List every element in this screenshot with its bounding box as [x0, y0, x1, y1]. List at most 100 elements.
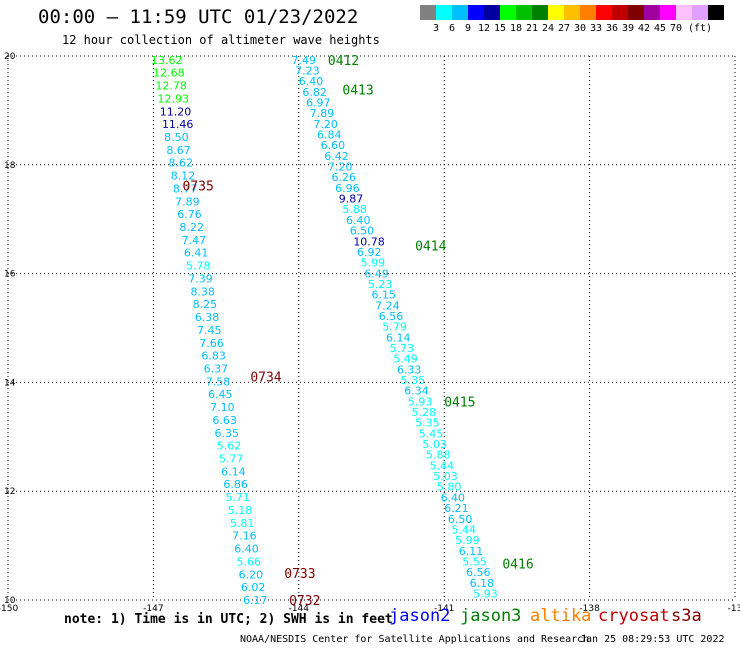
- wave-height-value: 6.14: [221, 465, 246, 478]
- wave-height-value: 6.45: [208, 388, 233, 401]
- legend-label: 42: [637, 23, 651, 34]
- wave-height-value: 6.92: [357, 246, 382, 259]
- wave-height-value: 6.38: [195, 311, 220, 324]
- legend-label: 12: [477, 23, 491, 34]
- wave-height-value: 7.10: [210, 401, 235, 414]
- wave-height-value: 6.86: [223, 478, 248, 491]
- x-tick-label: -147: [143, 604, 163, 614]
- satellite-label-altika: altika: [530, 606, 592, 626]
- legend-swatch: [564, 5, 580, 20]
- wave-height-value: 7.89: [175, 195, 200, 208]
- wave-height-value: 12.68: [153, 67, 185, 80]
- wave-height-value: 6.33: [397, 363, 422, 376]
- wave-height-value: 5.71: [226, 491, 251, 504]
- y-tick-label: 16: [4, 270, 16, 280]
- wave-height-value: 5.66: [236, 555, 261, 568]
- wave-height-value: 7.23: [295, 64, 320, 77]
- map-title: 00:00 – 11:59 UTC 01/23/2022: [38, 6, 359, 28]
- wave-height-value: 9.87: [339, 193, 364, 206]
- wave-height-value: 6.21: [444, 502, 469, 515]
- wave-height-value: 6.84: [317, 129, 342, 142]
- legend-label: 39: [621, 23, 635, 34]
- wave-height-value: 6.40: [234, 543, 258, 556]
- legend-swatch: [612, 5, 628, 20]
- legend-swatch: [532, 5, 548, 20]
- wave-height-value: 6.83: [201, 350, 226, 363]
- legend-swatch: [420, 5, 436, 20]
- wave-height-value: 5.79: [382, 321, 407, 334]
- wave-height-value: 5.77: [219, 453, 244, 466]
- y-tick-label: 14: [4, 378, 16, 388]
- legend-swatch: [452, 5, 468, 20]
- wave-height-value: 8.25: [193, 298, 218, 311]
- wave-height-value: 6.11: [459, 545, 484, 558]
- wave-height-value: 5.62: [217, 440, 242, 453]
- wave-height-value: 6.34: [404, 385, 429, 398]
- wave-height-value: 8.38: [190, 285, 215, 298]
- legend-swatch: [644, 5, 660, 20]
- wave-height-value: 5.78: [186, 260, 211, 273]
- y-tick-label: 18: [4, 161, 16, 171]
- legend-swatch: [708, 5, 724, 20]
- wave-height-value: 6.18: [470, 577, 495, 590]
- wave-height-value: 5.18: [228, 504, 253, 517]
- wave-height-value: 6.56: [379, 310, 404, 323]
- pass-label: 0735: [182, 179, 213, 194]
- wave-height-value: 5.03: [433, 470, 458, 483]
- wave-height-value: 5.88: [342, 203, 367, 216]
- legend-label: (ft): [688, 23, 713, 34]
- wave-height-value: 6.42: [324, 150, 349, 163]
- wave-height-value: 6.50: [448, 513, 473, 526]
- legend-label: 36: [605, 23, 619, 34]
- wave-height-value: 6.56: [466, 566, 491, 579]
- wave-height-value: 6.76: [177, 208, 202, 221]
- wave-height-value: 6.40: [346, 214, 371, 227]
- satellite-label-cryosat: cryosat: [598, 606, 670, 626]
- wave-height-value: 7.24: [375, 299, 400, 312]
- wave-height-value: 13.62: [151, 54, 183, 67]
- wave-height-value: 6.15: [372, 289, 397, 302]
- legend-swatch: [500, 5, 516, 20]
- credit-line: NOAA/NESDIS Center for Satellite Applica…: [240, 634, 590, 645]
- legend-swatch: [436, 5, 452, 20]
- wave-height-value: 12.78: [155, 80, 187, 93]
- pass-label: 0732: [289, 594, 320, 609]
- wave-height-value: 5.45: [419, 427, 444, 440]
- generation-timestamp: Jan 25 08:29:53 UTC 2022: [580, 634, 725, 645]
- legend-swatch: [516, 5, 532, 20]
- pass-label: 0734: [250, 370, 281, 385]
- wave-height-value: 8.22: [179, 221, 204, 234]
- legend-label: 24: [541, 23, 555, 34]
- wave-height-value: 5.03: [422, 438, 447, 451]
- wave-height-value: 6.96: [335, 182, 360, 195]
- wave-height-value: 6.26: [332, 171, 357, 184]
- wave-height-value: 5.88: [426, 449, 451, 462]
- y-tick-label: 10: [4, 596, 16, 606]
- wave-height-value: 6.35: [215, 427, 240, 440]
- wave-height-value: 6.82: [302, 86, 327, 99]
- wave-height-value: 6.97: [306, 97, 331, 110]
- footnote: note: 1) Time is in UTC; 2) SWH is in fe…: [64, 612, 393, 627]
- legend-swatch: [548, 5, 564, 20]
- wave-height-value: 6.37: [204, 362, 229, 375]
- wave-height-value: 5.99: [361, 257, 386, 270]
- legend-label: 6: [448, 23, 456, 34]
- pass-label: 0414: [415, 239, 446, 254]
- wave-height-value: 8.62: [169, 157, 194, 170]
- x-tick-label: -144: [289, 604, 310, 614]
- wave-height-value: 10.78: [353, 235, 385, 248]
- pass-label: 0412: [328, 54, 359, 69]
- map-subtitle: 12 hour collection of altimeter wave hei…: [62, 33, 380, 47]
- wave-height-value: 8.67: [166, 144, 191, 157]
- wave-height-value: 6.60: [321, 139, 346, 152]
- satellite-label-s3a: s3a: [671, 606, 702, 626]
- legend-label: 21: [525, 23, 539, 34]
- legend-swatch: [676, 5, 692, 20]
- wave-height-value: 7.20: [313, 118, 338, 131]
- wave-height-value: 5.93: [473, 587, 498, 600]
- satellite-label-jason2: jason2: [389, 606, 451, 626]
- legend-label: 3: [432, 23, 440, 34]
- wave-height-value: 5.93: [408, 395, 433, 408]
- wave-height-value: 7.58: [206, 375, 231, 388]
